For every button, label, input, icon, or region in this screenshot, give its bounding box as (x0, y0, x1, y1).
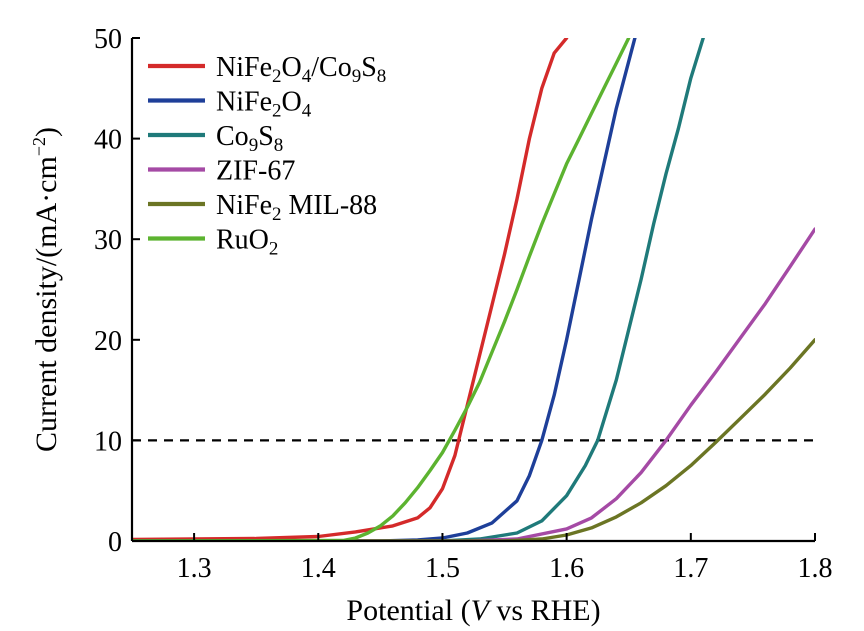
x-tick-label: 1.6 (549, 553, 584, 584)
series-line-nife2o4-co9s8 (132, 38, 569, 541)
y-axis-title: Current density/(mA·cm−2) (29, 127, 63, 452)
legend-label: RuO2 (216, 225, 278, 260)
legend-item: Co9S8 (148, 121, 283, 156)
series-line-ruo2 (132, 38, 631, 541)
y-tick-label: 50 (94, 24, 122, 55)
legend-label: NiFe2O4 (216, 87, 312, 122)
legend-label: NiFe2O4/Co9S8 (216, 52, 386, 87)
y-tick-label: 40 (94, 125, 122, 156)
legend-item: ZIF-67 (148, 156, 295, 187)
y-tick-label: 30 (94, 225, 122, 256)
x-tick-label: 1.8 (798, 553, 833, 584)
legend-item: NiFe2O4 (148, 87, 312, 122)
series-line-nife2-mil-88 (132, 338, 815, 541)
series-line-co9s8 (132, 38, 705, 541)
legend-item: RuO2 (148, 225, 278, 260)
legend-label: Co9S8 (216, 121, 283, 156)
y-tick-label: 0 (108, 527, 122, 558)
series-line-nife2o4 (132, 38, 637, 541)
axes: 1.3 1.4 1.5 1.6 1.7 1.8 0 10 20 30 40 50 Potential (… (29, 24, 833, 627)
legend-label: NiFe2 MIL-88 (216, 190, 377, 225)
x-tick-label: 1.3 (177, 553, 212, 584)
x-axis-title: Potential (V vs RHE) (346, 594, 600, 627)
plot-area (132, 38, 815, 541)
legend-label: ZIF-67 (216, 156, 295, 187)
y-tick-label: 20 (94, 326, 122, 357)
y-tick-label: 10 (94, 426, 122, 457)
x-tick-label: 1.4 (301, 553, 336, 584)
legend-item: NiFe2O4/Co9S8 (148, 52, 386, 87)
series-line-zif-67 (132, 227, 815, 541)
legend-item: NiFe2 MIL-88 (148, 190, 377, 225)
x-tick-label: 1.7 (673, 553, 708, 584)
x-tick-label: 1.5 (425, 553, 460, 584)
